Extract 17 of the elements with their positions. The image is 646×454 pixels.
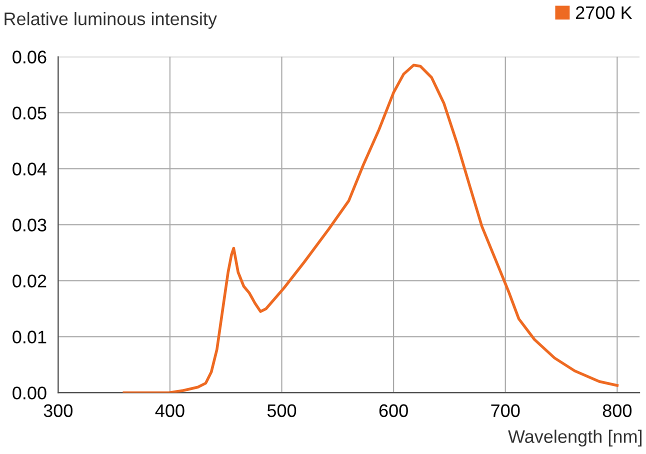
x-tick-label: 300 xyxy=(44,404,72,418)
y-tick-label: 0.01 xyxy=(12,330,46,344)
y-tick-label: 0.04 xyxy=(12,162,47,176)
y-tick-label: 0.00 xyxy=(12,386,46,400)
x-axis-title: Wavelength [nm] xyxy=(508,430,642,447)
y-tick-label: 0.03 xyxy=(12,218,46,232)
x-tick-label: 700 xyxy=(491,404,520,418)
legend-label: 2700 K xyxy=(576,6,632,20)
x-tick-label: 400 xyxy=(155,404,184,418)
line-series xyxy=(122,64,619,393)
chart-title: Relative luminous intensity xyxy=(4,12,217,29)
y-tick-label: 0.02 xyxy=(12,274,46,288)
y-tick-label: 0.06 xyxy=(12,50,46,64)
x-tick-label: 600 xyxy=(379,404,408,418)
y-tick-label: 0.05 xyxy=(12,106,46,120)
x-tick-label: 500 xyxy=(267,404,296,418)
x-tick-label: 800 xyxy=(602,404,632,418)
